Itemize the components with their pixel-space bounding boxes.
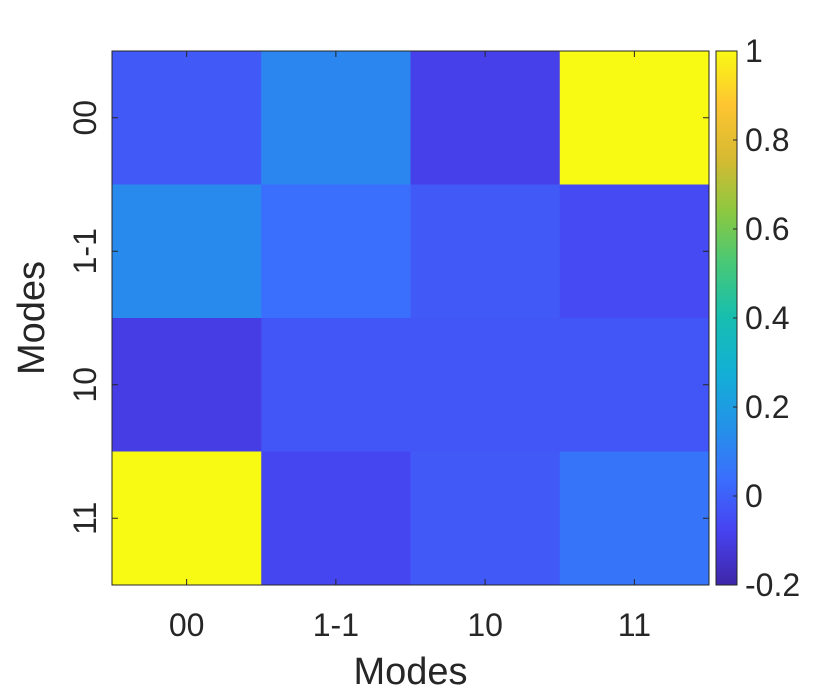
y-axis-ticks: 00 1-1 10 11 [67,100,709,535]
heatmap-cell-2-0 [112,318,262,452]
heatmap-cell-3-2 [410,451,561,586]
heatmap-cell-2-1 [261,318,411,452]
y-axis-label: Modes [11,261,53,375]
y-tick-label: 1-1 [67,228,103,274]
heatmap-cell-0-0 [112,51,262,185]
heatmap-cell-1-0 [112,184,262,319]
colorbar-tick-label: 0 [745,478,763,514]
heatmap-cell-0-3 [559,51,710,185]
heatmap-cell-0-2 [410,51,561,185]
y-tick-label: 00 [67,100,103,136]
heatmap-cell-1-3 [559,184,710,319]
colorbar-tick-label: 1 [745,33,763,69]
colorbar-tick-label: 0.6 [745,211,789,247]
x-tick-label: 11 [618,607,651,643]
heatmap-cells [112,51,710,586]
colorbar-tick-label: 0.8 [745,122,789,158]
x-tick-label: 1-1 [313,607,359,643]
heatmap-cell-3-1 [261,451,411,586]
x-axis-label: Modes [353,651,467,693]
x-tick-label: 10 [467,607,503,643]
plot-frame [111,50,710,586]
colorbar-tick-label: 0.4 [745,300,789,336]
y-tick-label: 11 [67,502,103,535]
heatmap-cell-3-3 [559,451,710,586]
y-tick-label: 10 [67,367,103,403]
colorbar-ticks: -0.2 0 0.2 0.4 0.6 0.8 1 [733,33,800,603]
heatmap-cell-2-2 [410,318,561,452]
heatmap-cell-2-3 [559,318,710,452]
heatmap-cell-1-2 [410,184,561,319]
colorbar-tick-label: 0.2 [745,389,789,425]
x-tick-label: 00 [169,607,205,643]
heatmap-cell-1-1 [261,184,411,319]
x-axis-ticks: 00 1-1 10 11 [169,51,651,643]
colorbar-tick-label: -0.2 [745,567,800,603]
heatmap-cell-3-0 [112,451,262,586]
heatmap-cell-0-1 [261,51,411,185]
